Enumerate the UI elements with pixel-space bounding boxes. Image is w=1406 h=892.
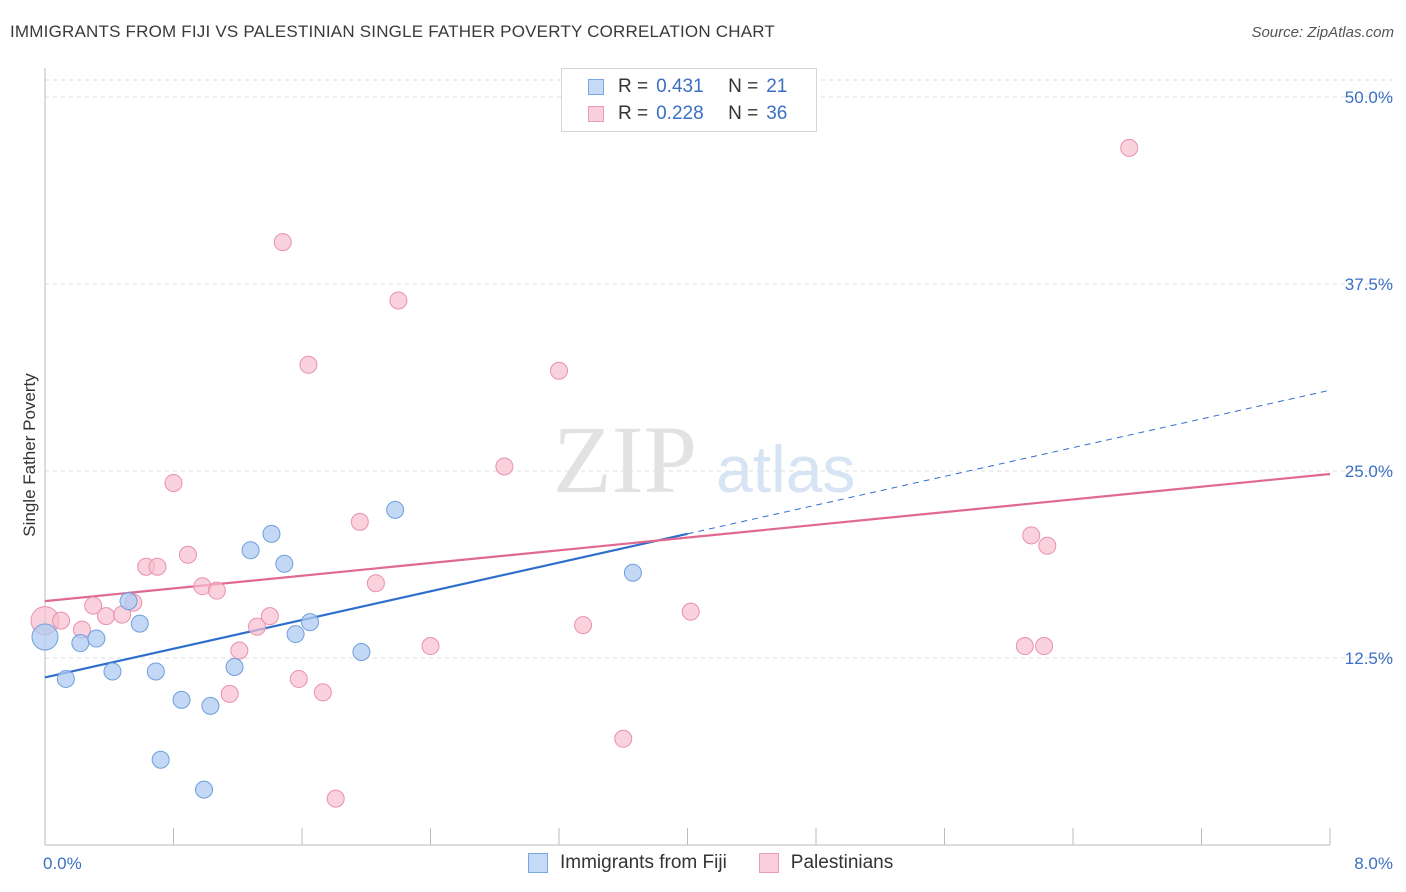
- fiji-point: [352, 643, 371, 662]
- palestinians-point: [421, 637, 440, 656]
- r-label: R =: [618, 103, 649, 124]
- palestinians-point: [178, 545, 197, 564]
- watermark-atlas: atlas: [716, 432, 855, 506]
- fiji-point: [172, 690, 191, 709]
- source-credit: Source: ZipAtlas.com: [1251, 24, 1394, 41]
- palestinians-point: [574, 616, 593, 635]
- palestinians-point: [1035, 637, 1054, 656]
- fiji-point: [87, 629, 106, 648]
- palestinians-point: [248, 617, 267, 636]
- palestinians-trend-line: [44, 472, 1331, 603]
- fiji-trend-line: [44, 532, 688, 679]
- palestinians-point: [389, 291, 408, 310]
- legend-row-fiji: R = 0.431 N = 21: [588, 75, 787, 99]
- n-label: N =: [728, 103, 759, 124]
- n-label: N =: [728, 76, 759, 97]
- palestinians-legend-label: Palestinians: [790, 852, 894, 873]
- r-value: 0.228: [656, 103, 704, 124]
- palestinians-point: [289, 669, 308, 688]
- watermark-zip: ZIP: [553, 406, 697, 513]
- fiji-point: [241, 541, 260, 560]
- fiji-point: [301, 613, 320, 632]
- palestinians-legend-swatch: [758, 853, 779, 873]
- x-tick-labels: 0.0% 8.0%: [43, 854, 1393, 873]
- palestinians-point: [84, 596, 103, 615]
- fiji-point: [146, 662, 165, 681]
- palestinians-point: [52, 611, 71, 630]
- y-tick-labels: 12.5% 25.0% 37.5% 50.0%: [1345, 88, 1393, 668]
- fiji-point: [225, 657, 244, 676]
- legend-item-palestinians: Palestinians: [758, 852, 894, 874]
- fiji-legend-label: Immigrants from Fiji: [560, 852, 727, 873]
- correlation-legend: R = 0.431 N = 21 R = 0.228 N = 36: [561, 68, 817, 132]
- fiji-point: [286, 625, 305, 644]
- y-tick-label: 25.0%: [1345, 462, 1393, 481]
- palestinians-point: [550, 361, 568, 380]
- palestinians-point: [164, 473, 183, 492]
- r-value: 0.431: [656, 76, 704, 97]
- data-points: [30, 138, 1139, 808]
- fiji-point: [71, 634, 90, 653]
- palestinians-point: [230, 641, 249, 660]
- palestinians-point: [1022, 526, 1041, 545]
- n-value: 36: [766, 103, 788, 124]
- y-axis-title: Single Father Poverty: [20, 373, 39, 537]
- x-tick-label: 0.0%: [43, 854, 82, 873]
- trend-lines: [44, 389, 1331, 679]
- palestinians-point: [366, 574, 385, 593]
- n-value: 21: [766, 76, 788, 97]
- palestinians-point: [260, 607, 279, 626]
- y-tick-label: 12.5%: [1345, 649, 1393, 668]
- r-label: R =: [618, 76, 649, 97]
- palestinians-swatch: [588, 106, 604, 122]
- palestinians-point: [299, 355, 318, 374]
- axes: [44, 68, 1331, 846]
- fiji-point: [119, 592, 138, 611]
- fiji-point: [201, 696, 220, 715]
- fiji-point: [31, 623, 59, 651]
- fiji-point: [623, 563, 642, 582]
- palestinians-point: [350, 512, 369, 531]
- fiji-point: [151, 750, 170, 769]
- y-tick-label: 37.5%: [1345, 275, 1393, 294]
- legend-item-fiji: Immigrants from Fiji: [528, 852, 727, 874]
- palestinians-point: [1015, 637, 1034, 656]
- palestinians-point: [1038, 536, 1057, 555]
- fiji-swatch: [588, 79, 604, 95]
- fiji-point: [195, 780, 214, 799]
- palestinians-point: [148, 557, 167, 576]
- fiji-point: [56, 669, 75, 688]
- palestinians-point: [1120, 138, 1139, 157]
- watermark: ZIP atlas: [553, 406, 855, 513]
- palestinians-point: [495, 457, 514, 476]
- fiji-legend-swatch: [528, 853, 548, 873]
- palestinians-point: [681, 602, 700, 621]
- chart-title: IMMIGRANTS FROM FIJI VS PALESTINIAN SING…: [10, 22, 776, 41]
- legend-row-palestinians: R = 0.228 N = 36: [588, 102, 787, 126]
- fiji-point: [386, 500, 405, 519]
- gridlines: [45, 79, 1395, 659]
- fiji-point: [275, 554, 294, 573]
- palestinians-point: [207, 581, 226, 600]
- palestinians-point: [313, 683, 332, 702]
- x-tick-label: 8.0%: [1354, 854, 1393, 873]
- palestinians-point: [326, 789, 345, 808]
- y-tick-label: 50.0%: [1345, 88, 1393, 107]
- series-legend: Immigrants from Fiji Palestinians: [528, 852, 925, 874]
- palestinians-point: [273, 233, 292, 252]
- palestinians-point: [614, 729, 633, 748]
- palestinians-point: [97, 607, 116, 626]
- palestinians-point: [220, 684, 239, 703]
- fiji-point: [130, 614, 149, 633]
- fiji-point: [262, 524, 281, 543]
- fiji-point: [103, 662, 122, 681]
